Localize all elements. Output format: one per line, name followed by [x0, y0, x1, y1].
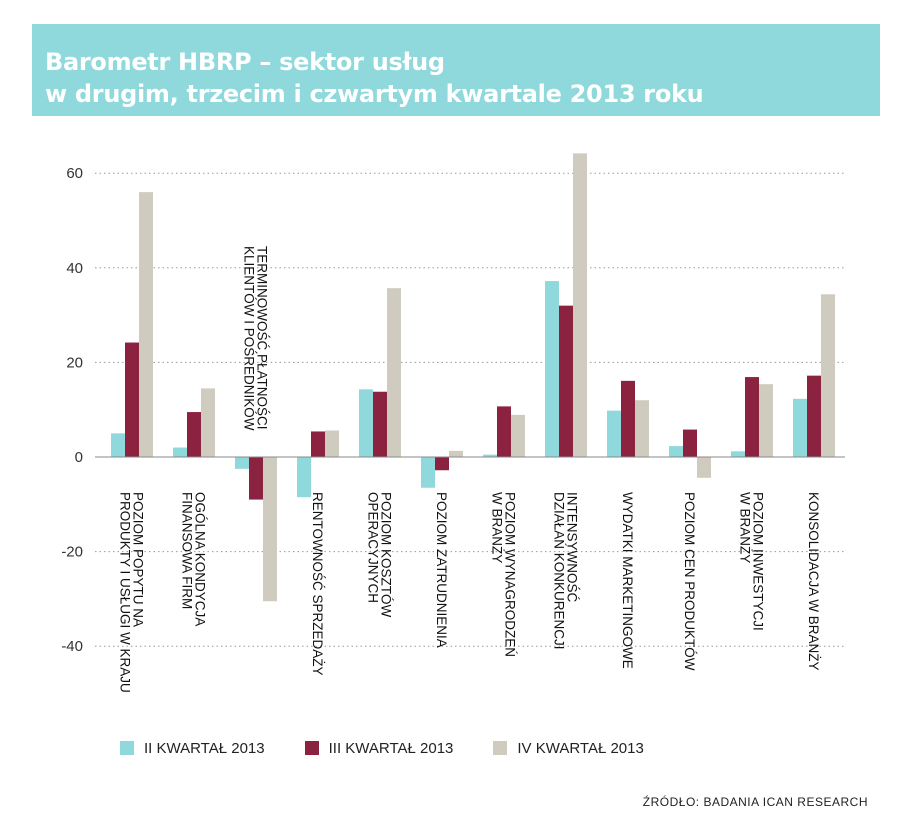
- bar-2q-cat-0: [111, 433, 125, 457]
- bar-4q-cat-8: [635, 400, 649, 457]
- title-banner: Barometr HBRP – sektor usług w drugim, t…: [32, 24, 880, 116]
- bar-2q-cat-10: [731, 451, 745, 457]
- category-label: FINANSOWA FIRM: [180, 492, 195, 609]
- legend-swatch-q3: [304, 741, 319, 755]
- category-label: POZIOM INWESTYCJI: [751, 492, 766, 631]
- bar-3q-cat-8: [621, 380, 635, 457]
- category-label: KONSOLIDACJA W BRANŻY: [806, 492, 821, 671]
- bar-3q-cat-3: [311, 431, 325, 457]
- bar-2q-cat-4: [359, 389, 373, 457]
- bar-3q-cat-7: [559, 305, 573, 457]
- bar-3q-cat-5: [435, 457, 449, 471]
- category-label: TERMINOWOŚĆ PŁATNOŚCI: [255, 246, 270, 430]
- bar-2q-cat-7: [545, 281, 559, 457]
- bar-4q-cat-7: [573, 153, 587, 458]
- bar-4q-cat-11: [821, 294, 835, 457]
- bar-2q-cat-6: [483, 454, 497, 457]
- bar-3q-cat-2: [249, 457, 263, 500]
- legend-item-q4: IV KWARTAŁ 2013: [493, 739, 644, 757]
- bar-3q-cat-1: [187, 412, 201, 457]
- category-label: POZIOM KOSZTÓW: [379, 492, 394, 618]
- category-label: DZIAŁAŃ KONKURENCJI: [552, 492, 567, 650]
- category-label: WYDATKI MARKETINGOWE: [620, 492, 635, 669]
- bar-3q-cat-10: [745, 377, 759, 457]
- bar-3q-cat-4: [373, 391, 387, 457]
- chart-title-line-2: w drugim, trzecim i czwartym kwartale 20…: [45, 80, 704, 108]
- y-tick-label: 20: [66, 354, 83, 371]
- bar-4q-cat-3: [325, 430, 339, 457]
- legend-item-q3: III KWARTAŁ 2013: [304, 739, 454, 757]
- legend-label-q4: IV KWARTAŁ 2013: [517, 739, 644, 757]
- bar-4q-cat-0: [139, 192, 153, 457]
- category-label: INTENSYWNOŚĆ: [565, 492, 580, 603]
- bar-2q-cat-3: [297, 457, 311, 498]
- category-label: RENTOWNOŚĆ SPRZEDAŻY: [310, 492, 325, 676]
- source-note: ŹRÓDŁO: BADANIA ICAN RESEARCH: [642, 795, 868, 809]
- bar-4q-cat-5: [449, 450, 463, 457]
- legend-label-q3: III KWARTAŁ 2013: [328, 739, 454, 757]
- bar-4q-cat-4: [387, 288, 401, 457]
- y-tick-label: -20: [61, 544, 83, 561]
- legend-item-q2: II KWARTAŁ 2013: [120, 740, 265, 757]
- category-label: POZIOM POPYTU NA: [131, 492, 146, 627]
- category-label: POZIOM WYNAGRODZEŃ: [503, 492, 518, 657]
- category-label: OGÓLNA KONDYCJA: [193, 492, 208, 626]
- category-label: PRODUKTY I USŁUGI W KRAJU: [118, 492, 133, 693]
- bar-4q-cat-9: [697, 457, 711, 478]
- legend: II KWARTAŁ 2013 III KWARTAŁ 2013 IV KWAR…: [120, 738, 684, 758]
- category-label: POZIOM ZATRUDNIENIA: [434, 492, 449, 648]
- y-tick-label: 60: [66, 165, 83, 182]
- legend-swatch-q2: [120, 741, 134, 755]
- bar-3q-cat-6: [497, 406, 511, 457]
- bar-2q-cat-5: [421, 457, 435, 488]
- bar-2q-cat-8: [607, 410, 621, 457]
- bar-2q-cat-9: [669, 446, 683, 457]
- bar-3q-cat-9: [683, 429, 697, 457]
- bar-2q-cat-2: [235, 457, 249, 469]
- category-label: POZIOM CEN PRODUKTÓW: [682, 492, 697, 671]
- category-label: OPERACYJNYCH: [366, 492, 381, 603]
- y-tick-label: 0: [75, 449, 83, 466]
- chart-title-line-1: Barometr HBRP – sektor usług: [45, 48, 445, 76]
- bar-4q-cat-2: [263, 457, 277, 602]
- category-label: W BRANŻY: [490, 492, 505, 563]
- bar-3q-cat-0: [125, 342, 139, 457]
- bar-4q-cat-10: [759, 384, 773, 457]
- bar-3q-cat-11: [807, 375, 821, 457]
- bar-4q-cat-6: [511, 414, 525, 457]
- bar-2q-cat-1: [173, 447, 187, 457]
- legend-label-q2: II KWARTAŁ 2013: [144, 739, 265, 757]
- y-tick-label: 40: [66, 260, 83, 277]
- category-label: KLIENTÓW I POŚREDNIKÓW: [242, 246, 257, 431]
- bar-2q-cat-11: [793, 398, 807, 457]
- bar-4q-cat-1: [201, 388, 215, 457]
- y-tick-label: -40: [61, 638, 83, 655]
- category-label: W BRANŻY: [738, 492, 753, 563]
- legend-swatch-q4: [493, 741, 508, 755]
